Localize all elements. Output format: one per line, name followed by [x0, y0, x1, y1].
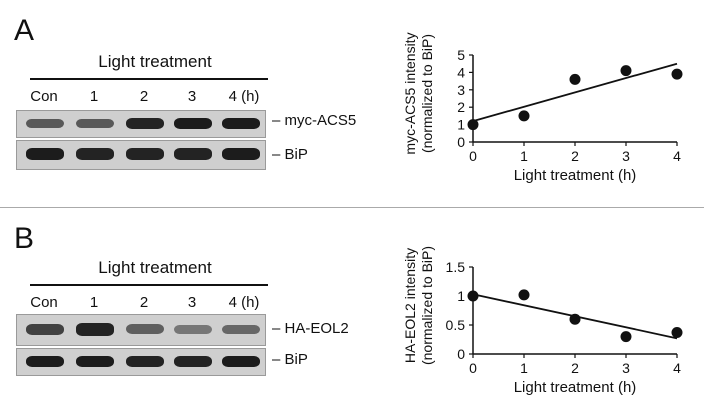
data-point — [518, 289, 530, 301]
data-point — [620, 331, 632, 343]
data-point — [467, 119, 479, 131]
blot-label-bip-a: – BiP — [272, 146, 308, 163]
y-tick-label: 0.5 — [446, 317, 466, 333]
y-tick-label: 5 — [457, 47, 465, 63]
x-tick-label: 1 — [520, 360, 528, 376]
blot-band — [222, 325, 260, 334]
blot-band — [26, 324, 64, 335]
blot-label-text: BiP — [284, 146, 308, 163]
x-tick-label: 0 — [469, 360, 477, 376]
data-point — [671, 68, 683, 80]
y-axis-label: HA-EOL2 intensity — [402, 248, 418, 363]
chart-b: 0 0.5 1 1.5 0 1 2 3 4 Light treatment (h) HA-EOL2 … — [402, 246, 683, 396]
y-tick-label: 1.5 — [446, 259, 466, 275]
y-axis-label: (normalized to BiP) — [419, 246, 435, 365]
blot-header-b: Light treatment — [98, 258, 212, 277]
y-tick-label: 1 — [457, 117, 465, 133]
blot-band — [76, 119, 114, 128]
blot-band — [174, 148, 212, 160]
lane-label: 3 — [187, 88, 197, 105]
blot-band — [26, 148, 64, 160]
blot-band — [222, 148, 260, 160]
header-line-a — [30, 78, 268, 80]
x-tick-label: 3 — [622, 148, 630, 164]
x-tick-label: 4 — [673, 148, 681, 164]
y-tick-label: 0 — [457, 346, 465, 362]
y-tick-label: 0 — [457, 134, 465, 150]
y-tick-label: 4 — [457, 64, 465, 80]
blot-label-myc-acs5: – myc-ACS5 — [272, 112, 357, 129]
lane-label: 3 — [187, 294, 197, 311]
blot-band — [126, 118, 164, 129]
y-tick-label: 2 — [457, 99, 465, 115]
blot-header-a: Light treatment — [98, 52, 212, 71]
blot-strip-b1 — [16, 314, 266, 346]
header-line-b — [30, 284, 268, 286]
lane-label: 4 (h) — [228, 88, 260, 105]
lane-label: 2 — [139, 294, 149, 311]
blot-band — [222, 356, 260, 367]
panel-divider — [0, 207, 704, 208]
x-tick-label: 4 — [673, 360, 681, 376]
blot-label-text: myc-ACS5 — [284, 112, 357, 129]
x-tick-label: 1 — [520, 148, 528, 164]
blot-strip-a1 — [16, 110, 266, 138]
blot-band — [76, 323, 114, 336]
y-tick-label: 1 — [457, 288, 465, 304]
y-axis-label: (normalized to BiP) — [419, 34, 435, 153]
lane-label: 1 — [89, 294, 99, 311]
blot-label-ha-eol2: – HA-EOL2 — [272, 320, 349, 337]
blot-band — [76, 356, 114, 367]
x-axis-label: Light treatment (h) — [514, 167, 637, 184]
data-point — [569, 313, 581, 325]
blot-label-bip-b: – BiP — [272, 351, 308, 368]
x-tick-label: 3 — [622, 360, 630, 376]
blot-strip-a2 — [16, 140, 266, 170]
data-point — [671, 327, 683, 339]
data-point — [620, 65, 632, 77]
blot-band — [26, 119, 64, 128]
lane-label: 4 (h) — [228, 294, 260, 311]
x-tick-label: 2 — [571, 360, 579, 376]
blot-label-text: BiP — [284, 351, 308, 368]
panel-letter-b: B — [14, 222, 35, 255]
x-tick-label: 2 — [571, 148, 579, 164]
blot-band — [126, 356, 164, 367]
blot-strip-b2 — [16, 348, 266, 376]
data-point — [569, 73, 581, 85]
lane-label: 1 — [89, 88, 99, 105]
blot-band — [222, 118, 260, 129]
blot-band — [126, 324, 164, 334]
blot-band — [174, 356, 212, 367]
blot-band — [76, 148, 114, 160]
blot-label-text: HA-EOL2 — [284, 320, 349, 337]
y-axis-label: myc-ACS5 intensity — [402, 32, 418, 154]
x-tick-label: 0 — [469, 148, 477, 164]
lane-label: Con — [30, 88, 58, 105]
blot-band — [26, 356, 64, 367]
x-axis-label: Light treatment (h) — [514, 379, 637, 396]
panel-letter-a: A — [14, 14, 35, 47]
blot-band — [174, 118, 212, 129]
data-point — [518, 110, 530, 122]
trend-line — [472, 62, 678, 122]
data-point — [467, 290, 479, 302]
lane-label: Con — [30, 294, 58, 311]
blot-band — [174, 325, 212, 334]
blot-band — [126, 148, 164, 160]
lane-label: 2 — [139, 88, 149, 105]
y-tick-label: 3 — [457, 82, 465, 98]
